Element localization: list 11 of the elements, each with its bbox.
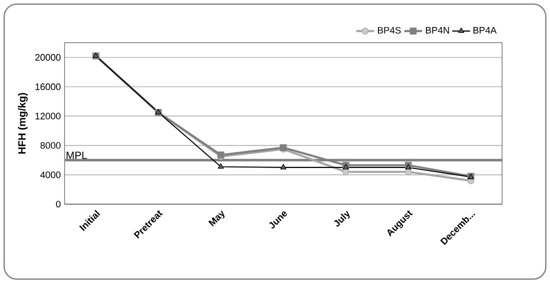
legend-label: BP4N — [426, 26, 449, 34]
legend-label: BP4S — [378, 26, 401, 34]
ref-line-label: MPL — [66, 152, 87, 159]
y-tick-label: 12000 — [36, 112, 61, 120]
y-tick-label: 4000 — [40, 171, 61, 178]
legend-label: BP4A — [473, 26, 497, 34]
y-tick-label: 20000 — [35, 54, 61, 61]
y-tick-label: 16000 — [36, 83, 61, 90]
y-tick-label: 0 — [56, 200, 61, 208]
y-axis-title: HFH (mg/kg) — [18, 92, 28, 154]
y-tick-label: 8000 — [40, 142, 61, 149]
